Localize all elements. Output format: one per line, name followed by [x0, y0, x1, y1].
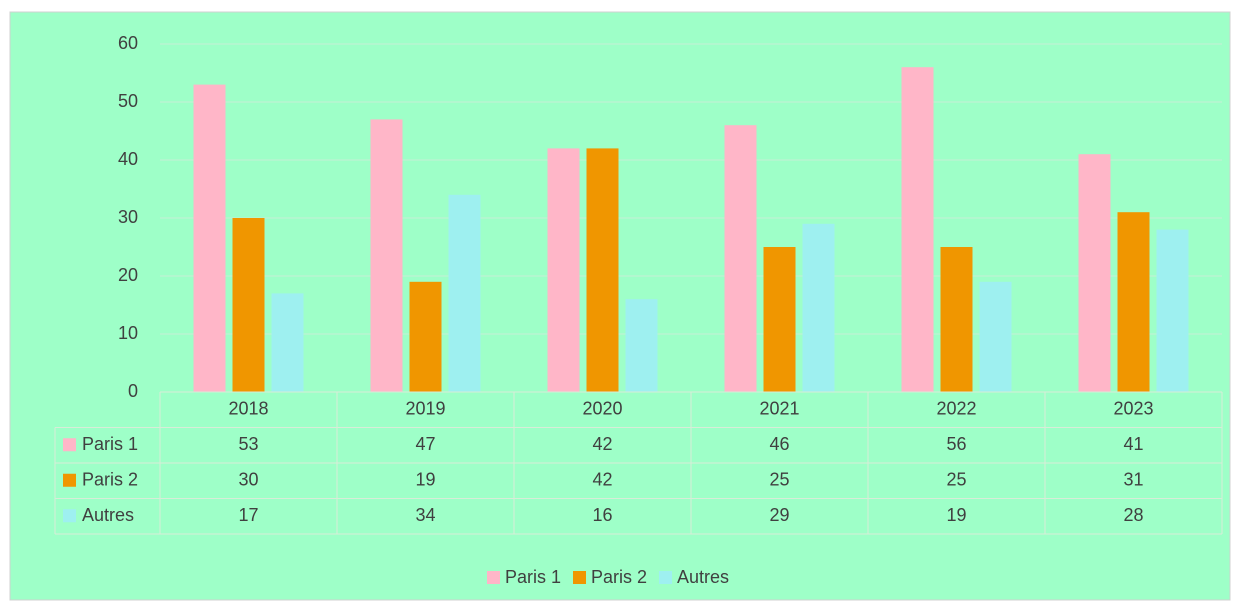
bar: [409, 281, 442, 392]
bar: [802, 223, 835, 392]
y-tick-label: 0: [128, 381, 138, 401]
bar: [901, 67, 934, 392]
table-cell: 34: [415, 505, 435, 525]
table-cell: 28: [1123, 505, 1143, 525]
table-legend-key: [63, 438, 76, 452]
table-cell: 19: [415, 470, 435, 490]
bar: [232, 218, 265, 392]
bar: [763, 247, 796, 392]
table-cell: 25: [769, 470, 789, 490]
table-legend-key: [63, 473, 76, 487]
legend-label: Autres: [677, 567, 729, 587]
table-cell: 56: [946, 434, 966, 454]
y-tick-label: 20: [118, 265, 138, 285]
table-cell: 42: [592, 470, 612, 490]
table-row-label: Paris 1: [82, 434, 138, 454]
table-cell: 17: [238, 505, 258, 525]
table-cell: 25: [946, 470, 966, 490]
table-legend-key: [63, 509, 76, 523]
legend-key: [487, 571, 500, 584]
x-tick-label: 2021: [759, 399, 799, 419]
y-tick-label: 40: [118, 149, 138, 169]
bar: [271, 293, 304, 392]
legend-label: Paris 1: [505, 567, 561, 587]
y-tick-label: 30: [118, 207, 138, 227]
chart-background: [9, 11, 1231, 601]
bar: [448, 194, 481, 392]
y-tick-label: 10: [118, 323, 138, 343]
bar: [1156, 229, 1189, 392]
legend-label: Paris 2: [591, 567, 647, 587]
table-cell: 53: [238, 434, 258, 454]
bar: [724, 125, 757, 392]
x-tick-label: 2019: [405, 399, 445, 419]
bar: [193, 84, 226, 392]
bar: [940, 247, 973, 392]
x-tick-label: 2020: [582, 399, 622, 419]
x-tick-label: 2022: [936, 399, 976, 419]
table-cell: 41: [1123, 434, 1143, 454]
table-cell: 29: [769, 505, 789, 525]
bar: [1078, 154, 1111, 392]
y-tick-label: 50: [118, 91, 138, 111]
table-cell: 46: [769, 434, 789, 454]
legend-key: [659, 571, 672, 584]
bar: [625, 299, 658, 392]
y-tick-label: 60: [118, 33, 138, 53]
bar: [1117, 212, 1150, 392]
table-row-label: Paris 2: [82, 470, 138, 490]
x-tick-label: 2023: [1113, 399, 1153, 419]
x-tick-label: 2018: [228, 399, 268, 419]
table-row-label: Autres: [82, 505, 134, 525]
bar: [586, 148, 619, 392]
table-cell: 31: [1123, 470, 1143, 490]
table-cell: 30: [238, 470, 258, 490]
bar: [979, 281, 1012, 392]
legend-key: [573, 571, 586, 584]
bar: [370, 119, 403, 393]
table-cell: 19: [946, 505, 966, 525]
table-cell: 16: [592, 505, 612, 525]
bar: [547, 148, 580, 392]
table-cell: 42: [592, 434, 612, 454]
table-cell: 47: [415, 434, 435, 454]
